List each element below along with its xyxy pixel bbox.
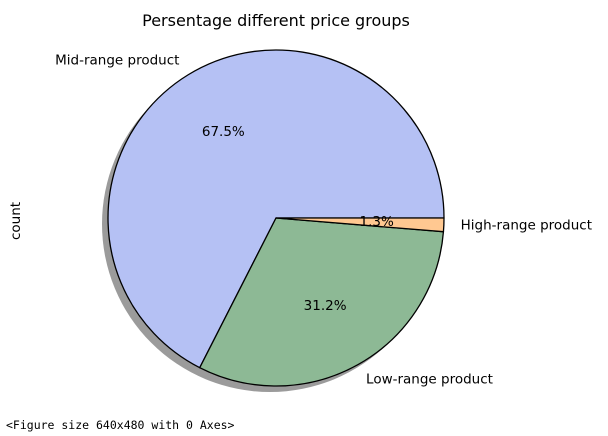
figure-size-output: <Figure size 640x480 with 0 Axes>: [6, 418, 235, 432]
pie-slice-high-range-product: [275, 217, 445, 233]
pct-label: 31.2%: [304, 298, 347, 314]
slice-label: Mid-range product: [55, 52, 179, 68]
pie-slice-mid-range-product: [107, 49, 445, 369]
slice-label: Low-range product: [366, 371, 493, 387]
pie-slice-low-range-product: [199, 217, 445, 387]
pie-group: 67.5% Mid-range product 31.2% Low-range pro…: [55, 49, 592, 392]
pct-label: 1.3%: [360, 214, 394, 230]
pct-label: 67.5%: [202, 124, 245, 140]
slice-label: High-range product: [461, 218, 592, 234]
y-axis-label: count: [8, 202, 24, 240]
chart-title: Persentage different price groups: [142, 11, 410, 30]
